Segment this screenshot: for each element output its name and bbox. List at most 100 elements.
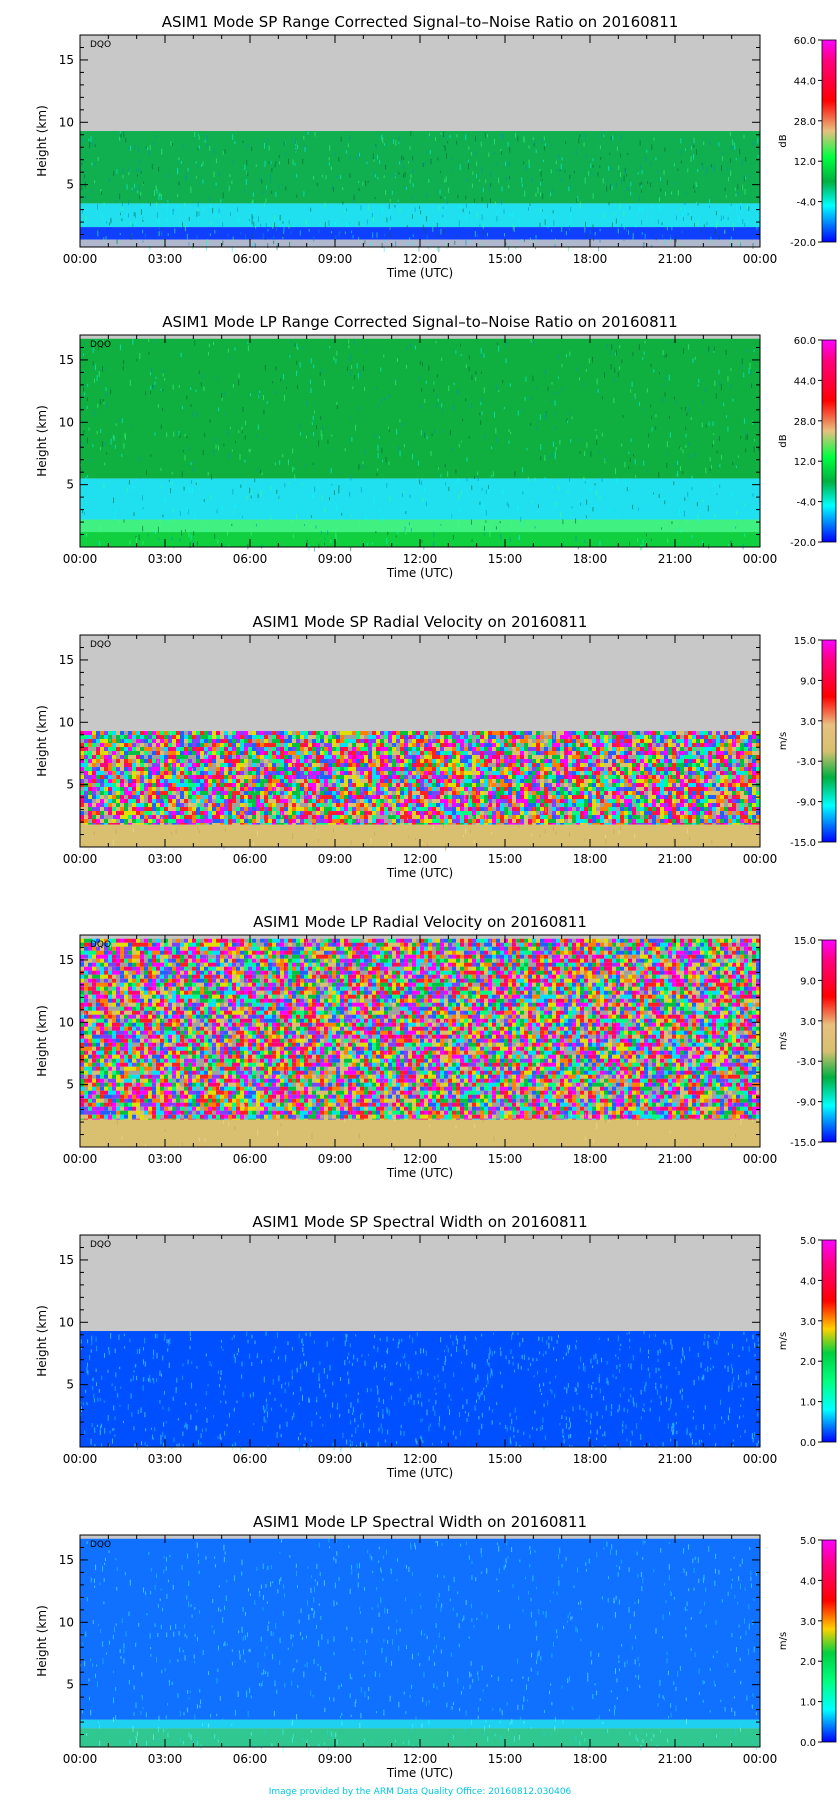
y-tick-label: 10 [59, 1015, 74, 1029]
colorbar-tick-label: 4.0 [800, 1576, 816, 1587]
dqo-label: DQO [90, 640, 111, 650]
y-tick-label: 5 [66, 1378, 74, 1392]
x-tick-label: 00:00 [743, 252, 778, 266]
x-tick-label: 09:00 [318, 552, 353, 566]
colorbar-tick-label: 28.0 [794, 417, 816, 428]
x-tick-label: 06:00 [233, 552, 268, 566]
x-tick-label: 09:00 [318, 1452, 353, 1466]
y-tick-label: 5 [66, 778, 74, 792]
y-tick-label: 10 [59, 715, 74, 729]
colorbar [821, 39, 837, 243]
x-tick-label: 12:00 [403, 1752, 438, 1766]
x-tick-label: 18:00 [573, 1452, 608, 1466]
speckle [80, 338, 761, 552]
x-tick-label: 12:00 [403, 552, 438, 566]
colorbar-tick-label: 44.0 [794, 76, 816, 87]
x-tick-label: 15:00 [488, 1752, 523, 1766]
x-axis-label: Time (UTC) [386, 266, 453, 280]
x-tick-label: 00:00 [63, 1752, 98, 1766]
colorbar-unit: m/s [778, 1032, 789, 1050]
x-tick-label: 00:00 [63, 1452, 98, 1466]
x-tick-label: 21:00 [658, 252, 693, 266]
panel-1: ASIM1 Mode SP Range Corrected Signal–to–… [35, 13, 837, 280]
colorbar-unit: m/s [778, 1632, 789, 1650]
x-tick-label: 06:00 [233, 1152, 268, 1166]
colorbar-tick-label: 9.0 [800, 676, 816, 687]
y-tick-label: 15 [59, 53, 74, 67]
x-tick-label: 03:00 [148, 252, 183, 266]
dqo-label: DQO [90, 1240, 111, 1250]
x-tick-label: 18:00 [573, 1752, 608, 1766]
x-tick-label: 00:00 [63, 252, 98, 266]
noise-layer [80, 938, 760, 1120]
y-tick-label: 5 [66, 1078, 74, 1092]
x-tick-label: 03:00 [148, 1152, 183, 1166]
x-tick-label: 09:00 [318, 1752, 353, 1766]
x-tick-label: 00:00 [743, 1752, 778, 1766]
x-tick-label: 09:00 [318, 252, 353, 266]
panel-title: ASIM1 Mode LP Spectral Width on 20160811 [253, 1513, 587, 1531]
y-tick-label: 15 [59, 653, 74, 667]
colorbar-tick-label: -15.0 [790, 1138, 816, 1149]
y-axis-label: Height (km) [35, 105, 49, 176]
colorbar-tick-label: 12.0 [794, 457, 816, 468]
colorbar-tick-label: 5.0 [800, 1236, 816, 1247]
data-layer [80, 227, 760, 240]
panel-3: ASIM1 Mode SP Radial Velocity on 2016081… [35, 613, 837, 880]
x-tick-label: 00:00 [743, 552, 778, 566]
x-axis-label: Time (UTC) [386, 866, 453, 880]
data-layer [80, 1331, 760, 1447]
dqo-label: DQO [90, 940, 111, 950]
panel-title: ASIM1 Mode LP Range Corrected Signal–to–… [162, 313, 677, 331]
footer-credit: Image provided by the ARM Data Quality O… [269, 1787, 572, 1797]
panel-title: ASIM1 Mode SP Range Corrected Signal–to–… [162, 13, 679, 31]
colorbar-tick-label: -15.0 [790, 838, 816, 849]
speckle [81, 131, 759, 253]
colorbar [821, 1239, 837, 1443]
x-tick-label: 00:00 [63, 552, 98, 566]
y-tick-label: 15 [59, 953, 74, 967]
y-tick-label: 15 [59, 1553, 74, 1567]
colorbar-tick-label: 15.0 [794, 936, 816, 947]
colorbar-tick-label: 0.0 [800, 1738, 816, 1749]
dqo-label: DQO [90, 40, 111, 50]
colorbar-tick-label: -9.0 [796, 798, 816, 809]
y-tick-label: 5 [66, 178, 74, 192]
data-layer [80, 131, 760, 204]
colorbar-unit: dB [778, 134, 789, 147]
x-tick-label: 09:00 [318, 1152, 353, 1166]
colorbar-tick-label: -20.0 [790, 238, 816, 249]
panel-5: ASIM1 Mode SP Spectral Width on 20160811… [35, 1213, 837, 1480]
x-tick-label: 00:00 [743, 1152, 778, 1166]
x-tick-label: 15:00 [488, 1452, 523, 1466]
colorbar-tick-label: 3.0 [800, 717, 816, 728]
x-tick-label: 06:00 [233, 1752, 268, 1766]
y-tick-label: 15 [59, 353, 74, 367]
colorbar-tick-label: 3.0 [800, 1017, 816, 1028]
y-axis-label: Height (km) [35, 1005, 49, 1076]
colorbar-tick-label: 44.0 [794, 376, 816, 387]
colorbar-tick-label: -4.0 [796, 198, 816, 209]
x-axis-label: Time (UTC) [386, 566, 453, 580]
y-tick-label: 5 [66, 478, 74, 492]
colorbar-tick-label: 2.0 [800, 1357, 816, 1368]
x-tick-label: 06:00 [233, 852, 268, 866]
x-tick-label: 00:00 [63, 852, 98, 866]
colorbar-tick-label: 60.0 [794, 36, 816, 47]
x-tick-label: 15:00 [488, 1152, 523, 1166]
x-tick-label: 18:00 [573, 252, 608, 266]
x-tick-label: 21:00 [658, 1152, 693, 1166]
y-tick-label: 10 [59, 1615, 74, 1629]
y-axis-label: Height (km) [35, 705, 49, 776]
x-tick-label: 06:00 [233, 1452, 268, 1466]
colorbar-tick-label: 3.0 [800, 1617, 816, 1628]
speckle [80, 1538, 761, 1753]
x-axis-label: Time (UTC) [386, 1766, 453, 1780]
y-axis-label: Height (km) [35, 405, 49, 476]
y-tick-label: 15 [59, 1253, 74, 1267]
x-tick-label: 03:00 [148, 552, 183, 566]
x-tick-label: 15:00 [488, 852, 523, 866]
x-tick-label: 21:00 [658, 1452, 693, 1466]
x-tick-label: 00:00 [743, 1452, 778, 1466]
